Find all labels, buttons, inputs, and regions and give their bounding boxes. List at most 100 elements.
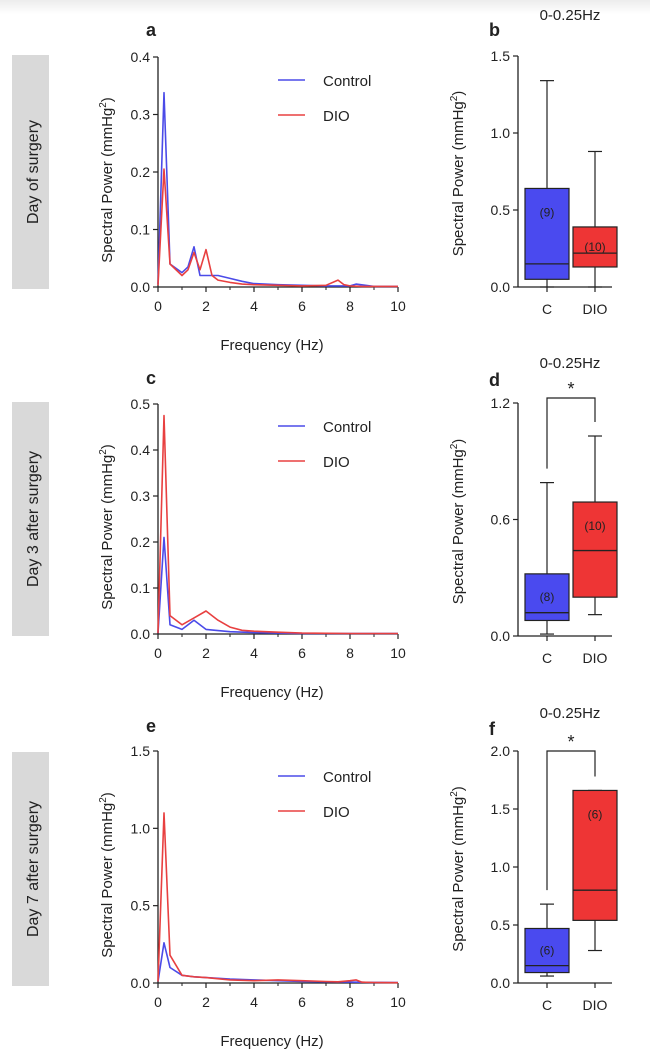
x-tick-label: 8 bbox=[346, 298, 354, 314]
y-tick-label: 1.0 bbox=[491, 859, 511, 875]
x-axis-label: Frequency (Hz) bbox=[220, 684, 323, 701]
y-axis-label: Spectral Power (mmHg2) bbox=[98, 444, 116, 610]
y-axis-label: Spectral Power (mmHg2) bbox=[98, 97, 116, 263]
sample-size-label: (10) bbox=[584, 240, 605, 254]
category-label: C bbox=[542, 997, 552, 1013]
panel-b-box-plot: b 0-0.25Hz 0.0 0.5 1.0 1.5 Spectral Power (mmH… bbox=[449, 7, 618, 317]
panel-letter: d bbox=[489, 370, 500, 390]
legend-label: Control bbox=[323, 419, 371, 436]
panel-f-box-plot: f 0-0.25Hz 0.0 0.5 1.0 1.5 2.0 Spectral Power (… bbox=[449, 705, 618, 1013]
x-tick-label: 4 bbox=[250, 994, 258, 1010]
legend-label: DIO bbox=[323, 804, 350, 821]
category-label: DIO bbox=[583, 997, 608, 1013]
sample-size-label: (8) bbox=[540, 590, 555, 604]
panel-letter: e bbox=[146, 716, 156, 736]
y-tick-label: 0.0 bbox=[491, 279, 511, 295]
x-tick-label: 4 bbox=[250, 298, 258, 314]
series-line-dio bbox=[157, 812, 399, 984]
y-axis-label: Spectral Power (mmHg2) bbox=[449, 439, 467, 605]
significance-bracket bbox=[546, 397, 596, 469]
x-tick-label: 0 bbox=[154, 994, 162, 1010]
top-bar bbox=[0, 0, 650, 14]
series-line-control bbox=[157, 536, 398, 635]
significance-star: * bbox=[567, 379, 574, 399]
y-tick-label: 0.1 bbox=[131, 222, 151, 238]
y-tick-label: 0.0 bbox=[131, 279, 151, 295]
y-tick-label: 0.3 bbox=[131, 107, 151, 123]
category-label: C bbox=[542, 301, 552, 317]
row-label-text: Day 3 after surgery bbox=[25, 451, 42, 587]
x-tick-label: 8 bbox=[346, 645, 354, 661]
panel-e-line-chart: e 0.0 0.5 1.0 1.5 0 2 4 6 8 10 Frequency (Hz) Spectr… bbox=[98, 716, 406, 1050]
y-tick-label: 0.0 bbox=[491, 975, 511, 991]
panel-letter: a bbox=[146, 20, 157, 40]
legend-label: Control bbox=[323, 769, 371, 786]
significance-star: * bbox=[567, 732, 574, 752]
row-label-text: Day of surgery bbox=[25, 120, 42, 224]
series-line-dio bbox=[157, 414, 398, 635]
series-line-dio bbox=[157, 168, 398, 288]
y-tick-label: 0.4 bbox=[131, 442, 151, 458]
box-dio bbox=[572, 789, 618, 921]
sample-size-label: (6) bbox=[540, 944, 555, 958]
panel-c-line-chart: c 0.0 0.1 0.2 0.3 0.4 0.5 0 2 4 6 8 10 Frequency (Hz)… bbox=[98, 368, 406, 701]
x-tick-label: 10 bbox=[390, 298, 406, 314]
y-tick-label: 0.5 bbox=[491, 202, 511, 218]
box-dio bbox=[572, 501, 618, 598]
x-tick-label: 4 bbox=[250, 645, 258, 661]
row-label-0: Day of surgery bbox=[12, 55, 49, 289]
y-tick-label: 0.6 bbox=[491, 512, 511, 528]
category-label: DIO bbox=[583, 301, 608, 317]
panel-a-line-chart: a 0.0 0.1 0.2 0.3 0.4 0 2 4 6 8 10 Frequency (Hz) Spe… bbox=[98, 20, 406, 354]
y-axis-label: Spectral Power (mmHg2) bbox=[449, 786, 467, 952]
x-tick-label: 6 bbox=[298, 994, 306, 1010]
y-tick-label: 1.5 bbox=[491, 801, 511, 817]
x-tick-label: 6 bbox=[298, 645, 306, 661]
y-tick-label: 0.3 bbox=[131, 488, 151, 504]
category-label: DIO bbox=[583, 650, 608, 666]
y-tick-label: 1.2 bbox=[491, 395, 511, 411]
x-tick-label: 10 bbox=[390, 645, 406, 661]
box-dio bbox=[572, 226, 618, 268]
y-tick-label: 1.5 bbox=[491, 48, 511, 64]
x-tick-label: 8 bbox=[346, 994, 354, 1010]
legend-label: DIO bbox=[323, 108, 350, 125]
y-axis-label: Spectral Power (mmHg2) bbox=[98, 792, 116, 958]
x-tick-label: 2 bbox=[202, 645, 210, 661]
y-tick-label: 0.2 bbox=[131, 534, 151, 550]
x-tick-label: 2 bbox=[202, 994, 210, 1010]
y-tick-label: 2.0 bbox=[491, 743, 511, 759]
y-tick-label: 0.1 bbox=[131, 580, 151, 596]
y-tick-label: 0.2 bbox=[131, 164, 151, 180]
row-label-text: Day 7 after surgery bbox=[25, 801, 42, 937]
y-tick-label: 0.5 bbox=[491, 917, 511, 933]
row-label-box bbox=[12, 752, 49, 986]
legend-label: DIO bbox=[323, 454, 350, 471]
box-plot-title: 0-0.25Hz bbox=[540, 355, 601, 372]
box-control bbox=[524, 187, 570, 280]
y-tick-label: 0.0 bbox=[491, 628, 511, 644]
x-tick-label: 0 bbox=[154, 298, 162, 314]
sample-size-label: (9) bbox=[540, 205, 555, 219]
row-label-box bbox=[12, 55, 49, 289]
y-axis-label: Spectral Power (mmHg2) bbox=[449, 91, 467, 257]
y-tick-label: 0.5 bbox=[131, 898, 151, 914]
panel-letter: c bbox=[146, 368, 156, 388]
x-tick-label: 6 bbox=[298, 298, 306, 314]
category-label: C bbox=[542, 650, 552, 666]
significance-bracket bbox=[546, 750, 596, 891]
box-plot-title: 0-0.25Hz bbox=[540, 705, 601, 722]
y-tick-label: 0.0 bbox=[131, 975, 151, 991]
row-label-1: Day 3 after surgery bbox=[12, 402, 49, 636]
y-tick-label: 1.0 bbox=[131, 820, 151, 836]
x-axis-label: Frequency (Hz) bbox=[220, 337, 323, 354]
row-label-box bbox=[12, 402, 49, 636]
x-tick-label: 2 bbox=[202, 298, 210, 314]
panel-letter: f bbox=[489, 719, 496, 739]
panel-letter: b bbox=[489, 20, 500, 40]
y-tick-label: 0.4 bbox=[131, 49, 151, 65]
y-tick-label: 1.0 bbox=[491, 125, 511, 141]
box-plot-title: 0-0.25Hz bbox=[540, 7, 601, 24]
y-tick-label: 0.5 bbox=[131, 396, 151, 412]
